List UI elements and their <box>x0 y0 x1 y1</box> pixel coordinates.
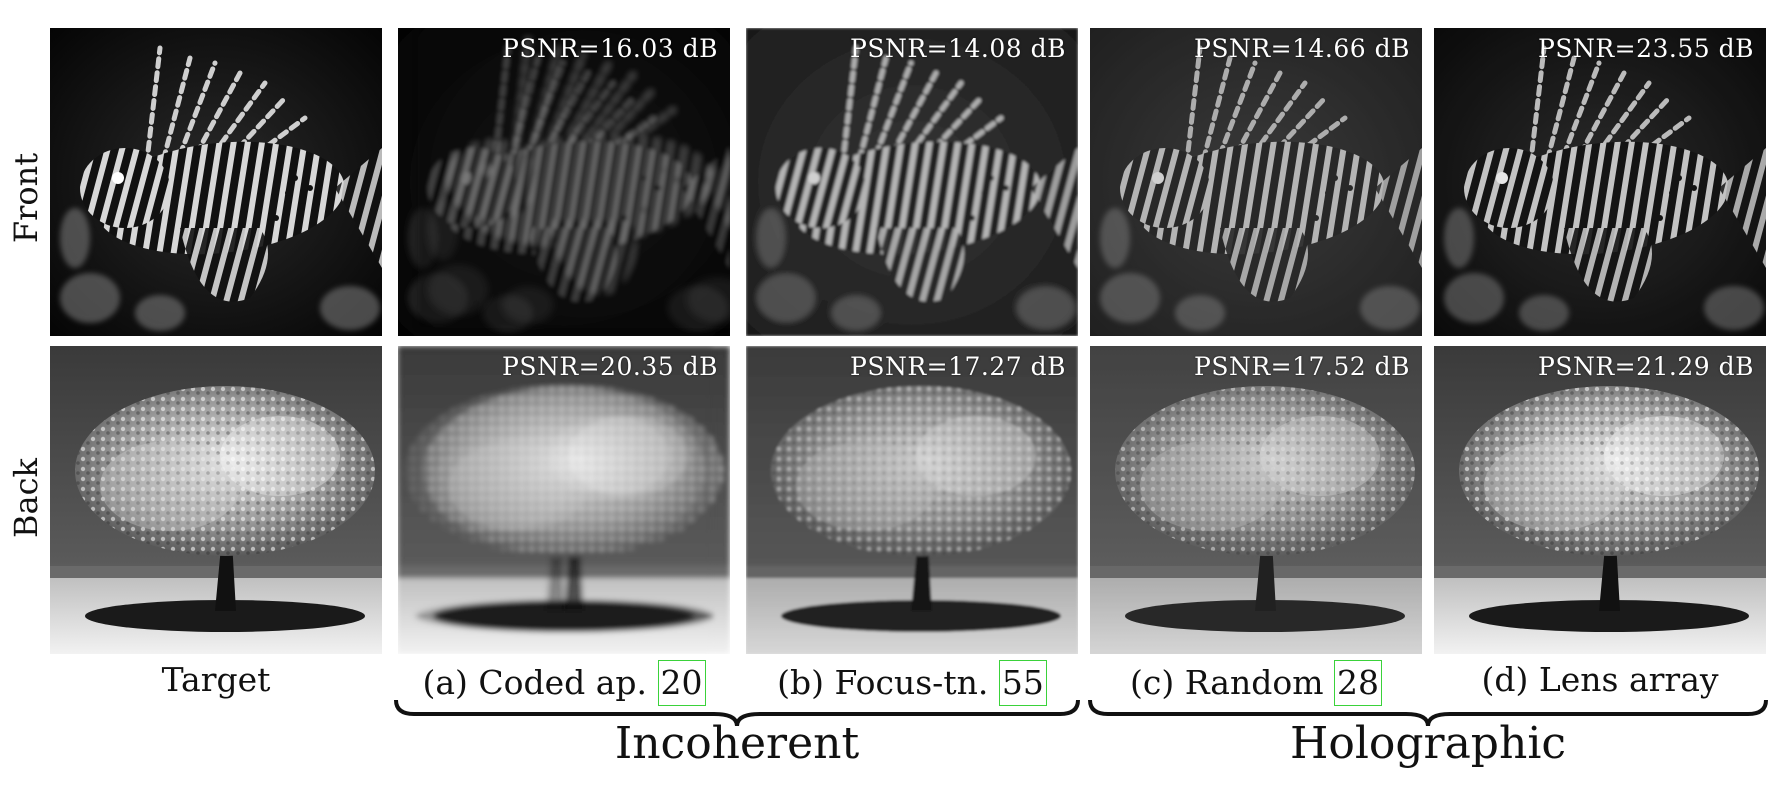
back-coded-ap-image: PSNR=20.35 dB <box>398 346 730 654</box>
lionfish-image <box>398 28 730 336</box>
psnr-label: PSNR=14.66 dB <box>1194 34 1410 63</box>
back-lens-array-image: PSNR=21.29 dB <box>1434 346 1766 654</box>
caption-lens-array: (d) Lens array <box>1434 660 1766 699</box>
front-coded-ap-image: PSNR=16.03 dB <box>398 28 730 336</box>
tree-image <box>1434 346 1766 654</box>
caption-target: Target <box>50 660 382 699</box>
citation-link[interactable]: 55 <box>998 660 1047 706</box>
tree-image <box>398 346 730 654</box>
caption-random: (c) Random 28 <box>1090 660 1422 706</box>
brace-holographic <box>1088 699 1768 727</box>
tree-image <box>1090 346 1422 654</box>
psnr-label: PSNR=20.35 dB <box>502 352 718 381</box>
row-label-front: Front <box>7 152 45 244</box>
lionfish-image <box>1434 28 1766 336</box>
front-focus-tn-image: PSNR=14.08 dB <box>746 28 1078 336</box>
lionfish-image <box>1090 28 1422 336</box>
caption-text: (d) Lens array <box>1481 660 1719 699</box>
caption-text: Target <box>161 660 271 699</box>
tree-image <box>746 346 1078 654</box>
back-focus-tn-image: PSNR=17.27 dB <box>746 346 1078 654</box>
psnr-label: PSNR=16.03 dB <box>502 34 718 63</box>
psnr-label: PSNR=23.55 dB <box>1538 34 1754 63</box>
front-target-image <box>50 28 382 336</box>
front-random-image: PSNR=14.66 dB <box>1090 28 1422 336</box>
citation-link[interactable]: 20 <box>657 660 706 706</box>
psnr-label: PSNR=21.29 dB <box>1538 352 1754 381</box>
front-lens-array-image: PSNR=23.55 dB <box>1434 28 1766 336</box>
lionfish-image <box>746 28 1078 336</box>
brace-incoherent <box>394 699 1080 727</box>
caption-text: (a) Coded ap. <box>422 663 648 702</box>
back-random-image: PSNR=17.52 dB <box>1090 346 1422 654</box>
psnr-label: PSNR=17.27 dB <box>850 352 1066 381</box>
caption-text: (b) Focus-tn. <box>777 663 989 702</box>
back-target-image <box>50 346 382 654</box>
tree-image <box>50 346 382 654</box>
caption-coded-ap: (a) Coded ap. 20 <box>394 660 734 706</box>
citation-link[interactable]: 28 <box>1334 660 1383 706</box>
caption-focus-tn: (b) Focus-tn. 55 <box>742 660 1082 706</box>
caption-text: (c) Random <box>1129 663 1324 702</box>
psnr-label: PSNR=14.08 dB <box>850 34 1066 63</box>
group-label-incoherent: Incoherent <box>614 718 860 769</box>
psnr-label: PSNR=17.52 dB <box>1194 352 1410 381</box>
row-label-back: Back <box>7 458 45 538</box>
lionfish-image <box>50 28 382 336</box>
group-label-holographic: Holographic <box>1289 718 1567 769</box>
